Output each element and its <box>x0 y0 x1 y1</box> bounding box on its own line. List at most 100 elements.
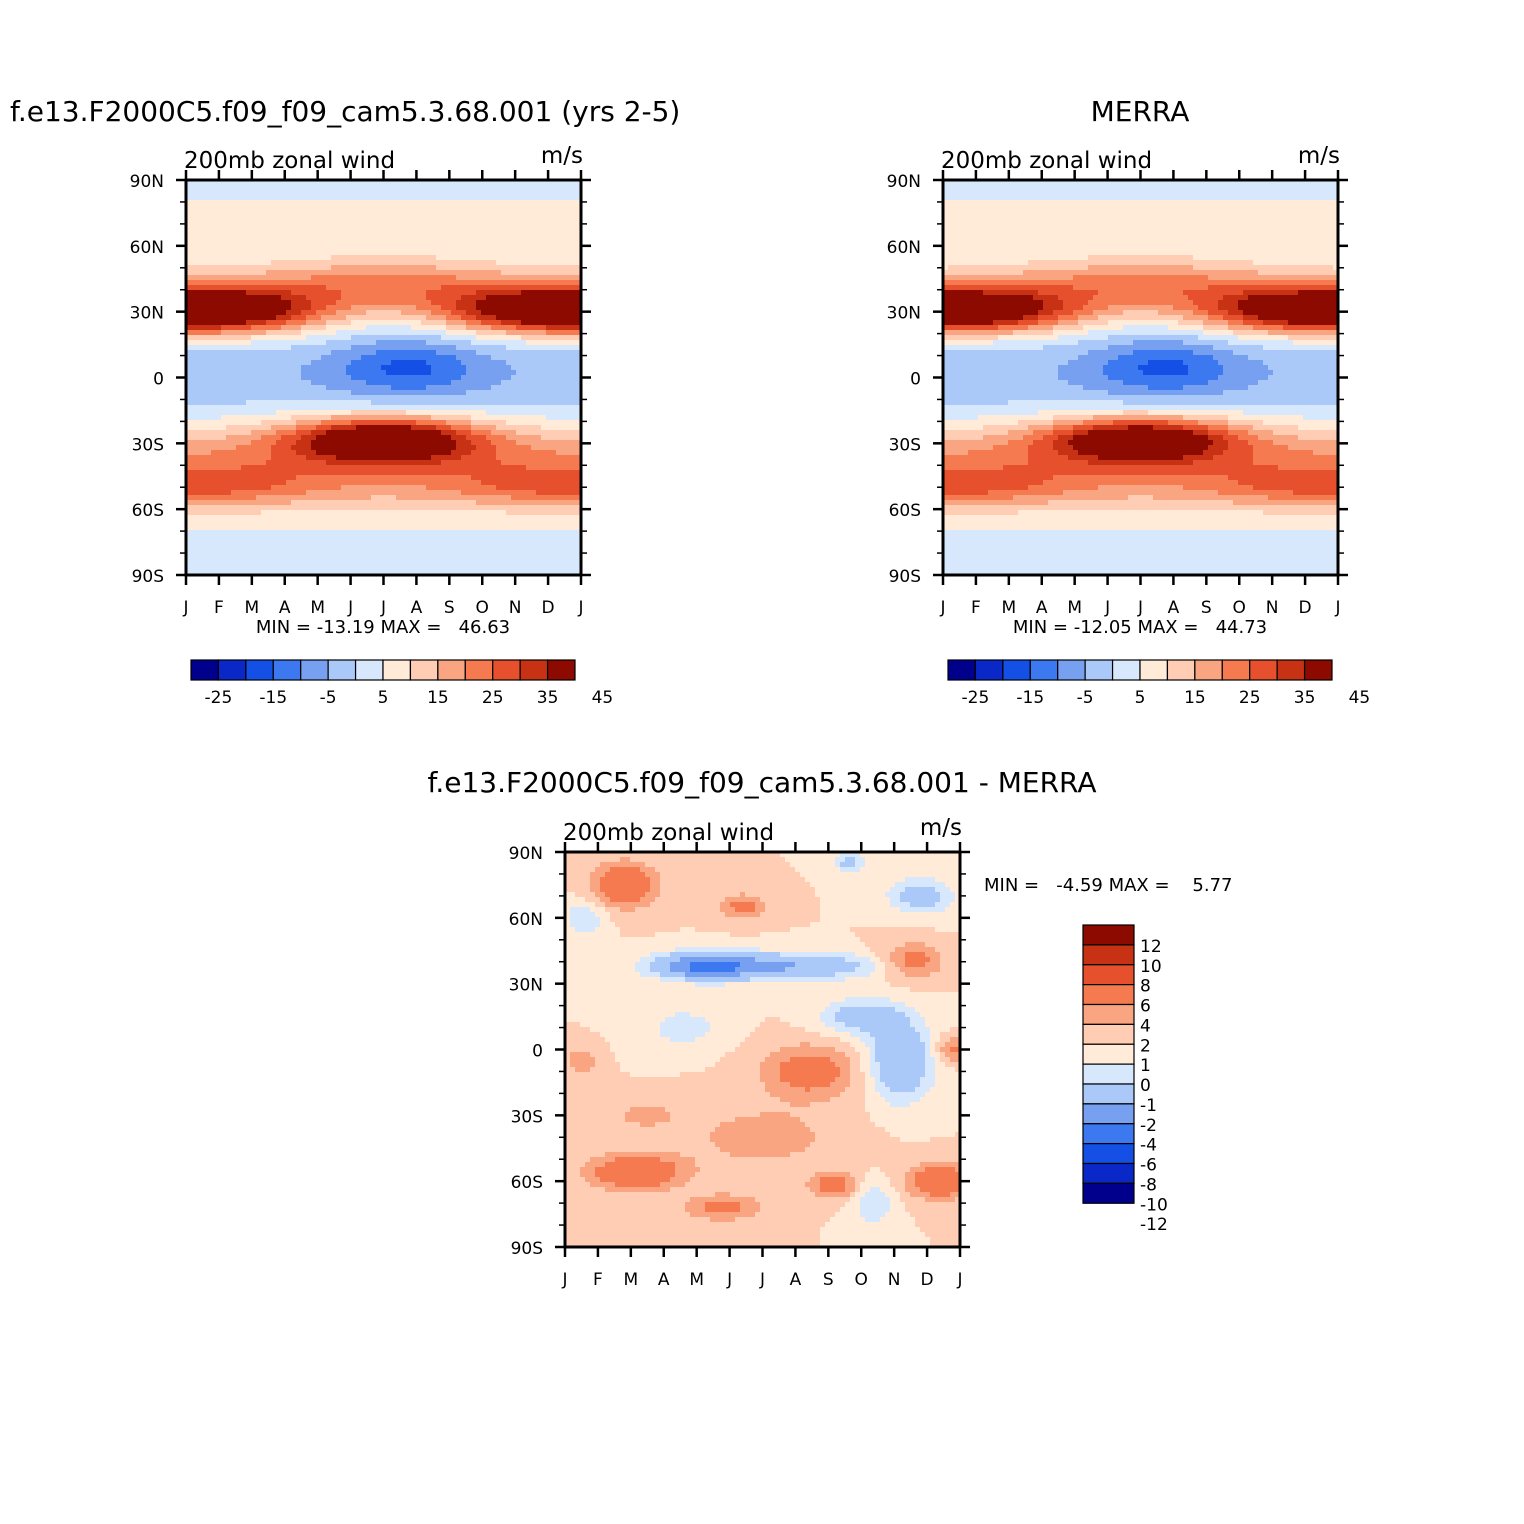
model-field-cell <box>481 295 487 301</box>
model-field-cell <box>486 435 492 441</box>
model-field-cell <box>356 240 362 246</box>
model-field-cell <box>231 245 237 251</box>
model-field-cell <box>306 420 312 426</box>
model-field-cell <box>441 475 447 481</box>
model-field-cell <box>246 415 252 421</box>
model-field-cell <box>221 295 227 301</box>
model-field-cell <box>551 270 557 276</box>
model-field-cell <box>276 340 282 346</box>
model-field-cell <box>336 415 342 421</box>
model-field-cell <box>431 415 437 421</box>
model-field-cell <box>256 285 262 291</box>
model-field-cell <box>236 240 242 246</box>
model-field-cell <box>491 400 497 406</box>
model-field-cell <box>221 470 227 476</box>
model-field-cell <box>406 450 412 456</box>
model-field-cell <box>296 480 302 486</box>
model-field-cell <box>451 475 457 481</box>
model-field-cell <box>316 350 322 356</box>
model-field-cell <box>506 350 512 356</box>
model-field-cell <box>406 365 412 371</box>
model-field-cell <box>236 450 242 456</box>
model-field-cell <box>316 225 322 231</box>
model-field-cell <box>301 390 307 396</box>
model-field-cell <box>256 300 262 306</box>
model-field-cell <box>356 260 362 266</box>
model-field-cell <box>476 220 482 226</box>
model-field-cell <box>431 385 437 391</box>
model-field-cell <box>576 345 581 351</box>
model-field-cell <box>441 285 447 291</box>
model-field-cell <box>556 310 562 316</box>
model-field-cell <box>286 250 292 256</box>
model-field-cell <box>526 260 532 266</box>
model-field-cell <box>251 280 257 286</box>
model-field-cell <box>326 450 332 456</box>
model-field-cell <box>456 180 462 186</box>
model-field-cell <box>471 330 477 336</box>
model-field-cell <box>416 195 422 201</box>
model-field-cell <box>501 395 507 401</box>
model-field-cell <box>461 270 467 276</box>
model-field-cell <box>286 475 292 481</box>
model-field-cell <box>191 420 197 426</box>
model-field-cell <box>266 410 272 416</box>
model-field-cell <box>571 315 577 321</box>
model-field-cell <box>201 425 207 431</box>
model-field-cell <box>401 465 407 471</box>
model-field-cell <box>541 320 547 326</box>
model-field-cell <box>441 415 447 421</box>
model-field-cell <box>356 205 362 211</box>
model-field-cell <box>231 275 237 281</box>
model-field-cell <box>571 265 577 271</box>
model-field-cell <box>346 425 352 431</box>
model-field-cell <box>196 225 202 231</box>
model-field-cell <box>256 410 262 416</box>
model-field-cell <box>561 470 567 476</box>
model-field-cell <box>436 480 442 486</box>
model-field-cell <box>436 400 442 406</box>
model-field-cell <box>571 220 577 226</box>
model-field-cell <box>311 395 317 401</box>
model-field-cell <box>411 280 417 286</box>
model-field-cell <box>416 385 422 391</box>
model-field-cell <box>531 290 537 296</box>
model-field-cell <box>271 485 277 491</box>
model-field-cell <box>351 440 357 446</box>
model-field-cell <box>246 480 252 486</box>
model-field-cell <box>566 225 572 231</box>
model-field-cell <box>521 315 527 321</box>
model-field-cell <box>421 315 427 321</box>
model-field-cell <box>346 265 352 271</box>
model-field-cell <box>351 415 357 421</box>
model-field-cell <box>336 435 342 441</box>
model-field-cell <box>186 435 192 441</box>
model-field-cell <box>281 180 287 186</box>
model-field-cell <box>556 450 562 456</box>
model-field-cell <box>246 285 252 291</box>
model-field-cell <box>316 280 322 286</box>
model-field-cell <box>336 335 342 341</box>
model-field-cell <box>396 280 402 286</box>
model-field-cell <box>196 405 202 411</box>
model-field-cell <box>251 430 257 436</box>
model-field-cell <box>406 270 412 276</box>
model-field-cell <box>306 430 312 436</box>
model-field-cell <box>576 375 581 381</box>
model-field-cell <box>226 405 232 411</box>
model-field-cell <box>551 235 557 241</box>
model-field-cell <box>461 420 467 426</box>
model-field-cell <box>431 230 437 236</box>
model-field-cell <box>346 280 352 286</box>
model-field-cell <box>276 285 282 291</box>
model-field-cell <box>556 185 562 191</box>
model-field-cell <box>286 445 292 451</box>
model-field-cell <box>401 190 407 196</box>
model-field-cell <box>256 480 262 486</box>
model-field-cell <box>481 225 487 231</box>
model-field-cell <box>216 310 222 316</box>
model-field-cell <box>476 255 482 261</box>
model-field-cell <box>356 450 362 456</box>
model-field-cell <box>381 480 387 486</box>
model-field-cell <box>446 275 452 281</box>
